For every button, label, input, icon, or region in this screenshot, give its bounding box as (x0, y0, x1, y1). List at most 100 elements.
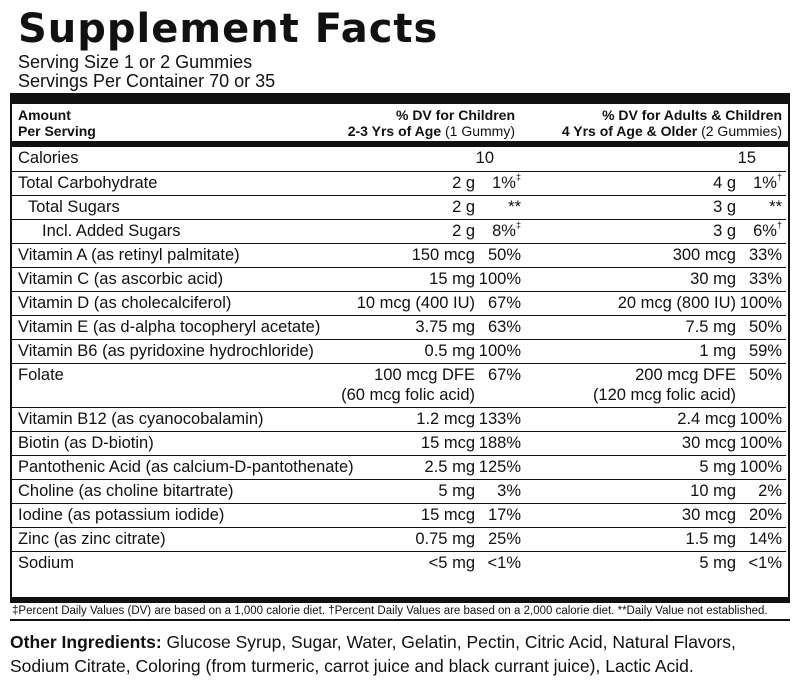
header-divider-bar (10, 141, 790, 147)
adult-amount: 30 mcg (681, 434, 736, 452)
child-daily-value: 100% (479, 340, 521, 362)
header-children-line1: % DV for Children (395, 107, 515, 123)
child-amount: 3.75 mg (415, 318, 475, 336)
servings-per-container: Servings Per Container 70 or 35 (18, 71, 276, 91)
adult-dv-value: 14% (748, 530, 782, 548)
child-dv-value: 63% (487, 318, 521, 336)
child-dv-value: 100% (478, 342, 521, 360)
adult-amount: 20 mcg (800 IU) (617, 294, 736, 312)
child-dv-value: 50% (487, 246, 521, 264)
child-daily-value: 1%‡ (492, 172, 521, 194)
child-amount: 2.5 mg (424, 458, 475, 476)
child-daily-value: 25% (488, 528, 521, 550)
adult-amount: 3 g (713, 222, 736, 240)
nutrient-name: Sodium (18, 554, 74, 572)
adult-dv-value: 20% (748, 506, 782, 524)
nutrient-row: Total Sugars 2 g ** 3 g ** (12, 195, 786, 220)
child-dv-value: 67% (487, 366, 521, 384)
nutrient-row: Vitamin D (as cholecalciferol) 10 mcg (40… (12, 291, 786, 316)
adult-amount: 200 mcg DFE (635, 366, 736, 384)
child-amount-detail: (60 mcg folic acid) (341, 386, 475, 404)
adult-daily-value: 50% (749, 316, 782, 338)
child-daily-value: 67% (488, 364, 521, 386)
adult-amount: 4 g (713, 174, 736, 192)
other-ingredients-text: Glucose Syrup, Sugar, Water, Gelatin, Pe… (10, 632, 736, 676)
header-children-serving: (1 Gummy) (445, 123, 515, 139)
adult-amount: 30 mg (690, 270, 736, 288)
other-ingredients-label: Other Ingredients: (10, 632, 162, 652)
adult-amount: 3 g (713, 198, 736, 216)
adult-amount: 300 mcg (672, 246, 736, 264)
nutrient-row: Total Carbohydrate 2 g 1%‡ 4 g 1%† (12, 171, 786, 196)
adult-dv-value: 50% (748, 366, 782, 384)
adult-dv-value: 100% (739, 410, 782, 428)
header-amount: Amount Per Serving (18, 107, 96, 139)
nutrient-name: Biotin (as D-biotin) (18, 434, 154, 452)
child-amount: 0.5 mg (424, 342, 475, 360)
nutrient-row: Incl. Added Sugars 2 g 8%‡ 3 g 6%† (12, 219, 786, 244)
header-adults-age: 4 Yrs of Age & Older (561, 123, 698, 139)
child-amount: 15 mcg (420, 506, 475, 524)
child-daily-value: 100% (479, 268, 521, 290)
adult-daily-value: ** (769, 196, 782, 218)
nutrient-name: Vitamin A (as retinyl palmitate) (18, 246, 240, 264)
nutrient-row: Pantothenic Acid (as calcium-D-pantothen… (12, 455, 786, 480)
nutrient-name: Choline (as choline bitartrate) (18, 482, 234, 500)
adult-dv-value: 59% (748, 342, 782, 360)
nutrient-row: Vitamin C (as ascorbic acid) 15 mg 100% 30 … (12, 267, 786, 292)
nutrient-name: Vitamin B6 (as pyridoxine hydrochloride) (18, 342, 314, 360)
header-amount-line2: Per Serving (18, 123, 96, 139)
child-dv-value: 25% (487, 530, 521, 548)
header-adults: % DV for Adults & Children 4 Yrs of Age … (562, 107, 782, 139)
adult-amount: 10 mg (690, 482, 736, 500)
child-daily-value: 188% (479, 432, 521, 454)
nutrient-row: Zinc (as zinc citrate) 0.75 mg 25% 1.5 mg 14… (12, 527, 786, 552)
nutrient-row: Vitamin A (as retinyl palmitate) 150 mcg 5… (12, 243, 786, 268)
adult-dv-footnote-symbol: † (776, 220, 782, 230)
adult-amount: 5 mg (699, 458, 736, 476)
child-amount: 0.75 mg (415, 530, 475, 548)
nutrient-row: Vitamin B12 (as cyanocobalamin) 1.2 mcg 13… (12, 407, 786, 432)
child-amount: 1.2 mcg (416, 410, 475, 428)
child-amount: 15 mg (429, 270, 475, 288)
adult-amount: 7.5 mg (685, 318, 736, 336)
child-amount: 2 g (452, 222, 475, 240)
child-dv-value: ** (508, 198, 521, 216)
adult-dv-footnote-symbol: † (776, 172, 782, 182)
child-amount: 10 mcg (400 IU) (356, 294, 475, 312)
adult-daily-value: 50% (749, 364, 782, 386)
child-amount: 10 (475, 149, 494, 167)
adult-daily-value: <1% (749, 552, 782, 574)
adult-amount: 1 mg (699, 342, 736, 360)
child-dv-value: 8% (492, 222, 516, 240)
child-dv-value: 188% (478, 434, 521, 452)
adult-daily-value: 1%† (753, 172, 782, 194)
nutrient-name: Total Sugars (28, 198, 120, 216)
child-amount: <5 mg (428, 554, 475, 572)
adult-amount: 5 mg (699, 554, 736, 572)
adult-daily-value: 20% (749, 504, 782, 526)
adult-amount: 1.5 mg (685, 530, 736, 548)
adult-daily-value: 33% (749, 268, 782, 290)
child-amount: 2 g (452, 174, 475, 192)
nutrient-row: Iodine (as potassium iodide) 15 mcg 17% 30 … (12, 503, 786, 528)
nutrient-row: Biotin (as D-biotin) 15 mcg 188% 30 mcg 100% (12, 431, 786, 456)
adult-daily-value: 100% (740, 292, 782, 314)
nutrient-row: Vitamin B6 (as pyridoxine hydrochloride)… (12, 339, 786, 364)
adult-daily-value: 33% (749, 244, 782, 266)
adult-amount-detail: (120 mcg folic acid) (592, 386, 736, 404)
child-dv-value: 125% (478, 458, 521, 476)
adult-dv-value: 50% (748, 318, 782, 336)
adult-dv-value: 33% (748, 270, 782, 288)
child-amount: 150 mcg (411, 246, 475, 264)
adult-daily-value: 100% (740, 432, 782, 454)
child-amount: 5 mg (438, 482, 475, 500)
nutrient-name: Incl. Added Sugars (42, 222, 181, 240)
nutrient-row: Vitamin E (as d-alpha tocopheryl acetate… (12, 315, 786, 340)
adult-dv-value: 1% (753, 174, 777, 192)
adult-dv-value: 100% (739, 294, 782, 312)
serving-size: Serving Size 1 or 2 Gummies (18, 52, 253, 72)
nutrient-name: Total Carbohydrate (18, 174, 158, 192)
nutrient-row: Choline (as choline bitartrate) 5 mg 3% 10 … (12, 479, 786, 504)
child-daily-value: 50% (488, 244, 521, 266)
